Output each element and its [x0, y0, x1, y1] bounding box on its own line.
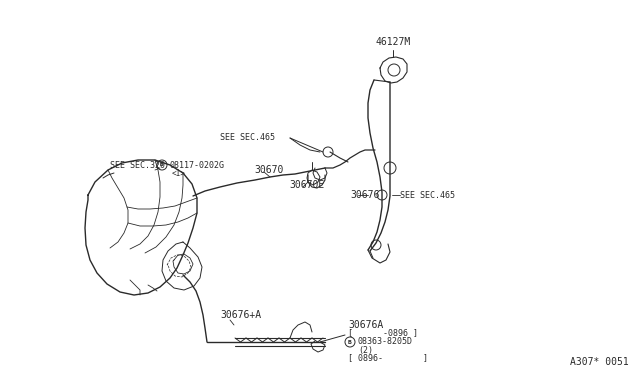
Text: [      -0896 ]: [ -0896 ]: [348, 328, 418, 337]
Text: SEE SEC.465: SEE SEC.465: [220, 134, 275, 142]
Text: 30676: 30676: [350, 190, 380, 200]
Text: <1>: <1>: [172, 169, 186, 177]
Text: 30676A: 30676A: [348, 320, 383, 330]
Text: SEE SEC.465: SEE SEC.465: [400, 190, 455, 199]
Text: 30676+A: 30676+A: [220, 310, 261, 320]
Text: B: B: [348, 340, 352, 344]
Text: [ 0896-        ]: [ 0896- ]: [348, 353, 428, 362]
Text: 08117-0202G: 08117-0202G: [170, 160, 225, 170]
Text: SEE SEC.320: SEE SEC.320: [110, 160, 165, 170]
Text: 08363-8205D: 08363-8205D: [358, 337, 413, 346]
Text: 46127M: 46127M: [376, 37, 412, 47]
Text: (2): (2): [358, 346, 373, 355]
Text: 30670E: 30670E: [289, 180, 324, 190]
Text: B: B: [160, 163, 164, 167]
Text: A307* 0051: A307* 0051: [570, 357, 628, 367]
Text: 30670: 30670: [254, 165, 284, 175]
